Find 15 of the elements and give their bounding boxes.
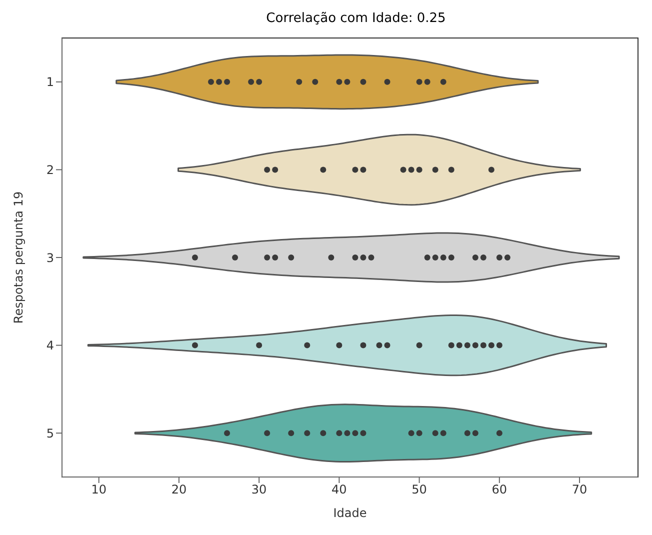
- y-tick-label: 3: [46, 250, 54, 265]
- y-tick-label: 4: [46, 338, 54, 353]
- y-tick-label: 1: [46, 75, 54, 90]
- x-tick-label: 30: [251, 482, 267, 497]
- x-tick-label: 20: [171, 482, 187, 497]
- x-tick-label: 10: [91, 482, 106, 497]
- x-axis-title: Idade: [333, 506, 367, 520]
- y-axis-title: Respotas pergunta 19: [11, 191, 26, 324]
- x-tick-label: 70: [572, 482, 588, 497]
- chart-title: Correlação com Idade: 0.25: [265, 10, 447, 28]
- x-tick-label: 60: [492, 482, 508, 497]
- y-tick-label: 2: [46, 162, 54, 177]
- x-tick-label: 40: [332, 482, 347, 497]
- y-tick-label: 5: [46, 426, 54, 440]
- x-tick-label: 50: [412, 482, 427, 497]
